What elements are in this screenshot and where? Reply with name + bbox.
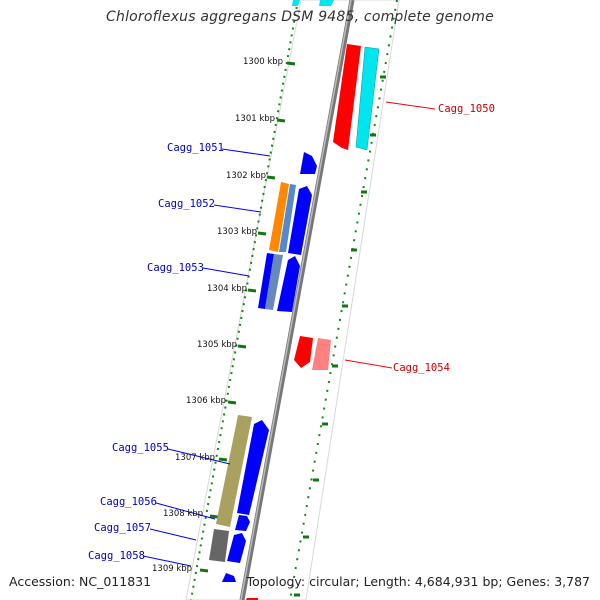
map-title: Chloroflexus aggregans DSM 9485, complet… [106,9,494,25]
gene-cagg-1057 [209,529,229,562]
tick-label: 1307 kbp [175,453,216,463]
topology-label: Topology: circular; Length: 4,684,931 bp… [246,574,590,589]
gene-top-cyan [319,0,334,6]
gene-cagg-1050b [355,46,380,151]
gene-top-cyan-left [292,0,300,6]
reverse-strand-genes [246,0,380,600]
leader-cagg-1050 [385,101,436,110]
gene-cagg-1053a [258,253,274,309]
tick-mark [209,514,219,519]
gene-cagg-1055a [216,415,252,527]
gene-cagg-1050a [333,44,361,150]
tick-label: 1303 kbp [217,227,258,237]
gene-cagg-1052b [279,184,296,252]
tick-mark [227,400,237,405]
gene-bottom-blue [222,573,236,582]
gene-label-cagg-1050[interactable]: Cagg_1050 [438,103,495,115]
gene-label-cagg-1051[interactable]: Cagg_1051 [167,142,224,154]
tick-label: 1309 kbp [152,564,193,574]
tick-label: 1302 kbp [226,171,267,181]
leader-cagg-1052 [213,204,262,213]
genome-backbone [239,0,355,600]
genome-backbone-highlight [240,0,352,600]
gene-cagg-1051 [300,152,317,174]
gene-cagg-1053c [277,256,300,312]
gene-cagg-1052a [269,182,289,252]
tick-marks [199,61,386,597]
gene-label-cagg-1052[interactable]: Cagg_1052 [158,198,215,210]
leader-cagg-1055 [167,448,231,465]
tick-mark [199,568,209,573]
gene-label-cagg-1053[interactable]: Cagg_1053 [147,262,204,274]
forward-strand-genes [209,0,317,582]
gene-label-cagg-1054[interactable]: Cagg_1054 [393,362,450,374]
tick-label: 1308 kbp [163,509,204,519]
gene-cagg-1054b [312,338,331,370]
gene-label-cagg-1057[interactable]: Cagg_1057 [94,522,151,534]
label-leader-lines [142,101,436,567]
tick-mark [266,175,276,180]
gene-cagg-1053b [265,254,283,310]
leader-cagg-1053 [202,267,250,277]
leader-cagg-1056 [155,502,216,520]
gene-label-cagg-1056[interactable]: Cagg_1056 [100,496,157,508]
tick-label: 1306 kbp [186,396,227,406]
gene-label-cagg-1058[interactable]: Cagg_1058 [88,550,145,562]
tick-mark [237,344,247,349]
gene-cagg-1054a [294,336,313,368]
tick-label: 1304 kbp [207,284,248,294]
leader-cagg-1057 [149,528,197,541]
tick-label: 1305 kbp [197,340,238,350]
tick-mark [286,61,296,66]
gene-cagg-1052c [288,186,312,255]
tick-mark [257,231,267,236]
tick-label: 1300 kbp [243,57,284,67]
gene-cagg-1058 [227,533,246,563]
tick-mark [218,457,228,462]
tick-mark [276,118,286,123]
leader-cagg-1054 [344,359,393,369]
tick-label: 1301 kbp [235,114,276,124]
gene-cagg-1055b [237,420,269,515]
leader-cagg-1051 [221,148,271,157]
tick-mark [247,288,257,293]
accession-label: Accession: NC_011831 [9,574,152,589]
leader-cagg-1058 [142,555,192,567]
gene-cagg-1056 [235,515,250,531]
gene-label-cagg-1055[interactable]: Cagg_1055 [112,442,169,454]
